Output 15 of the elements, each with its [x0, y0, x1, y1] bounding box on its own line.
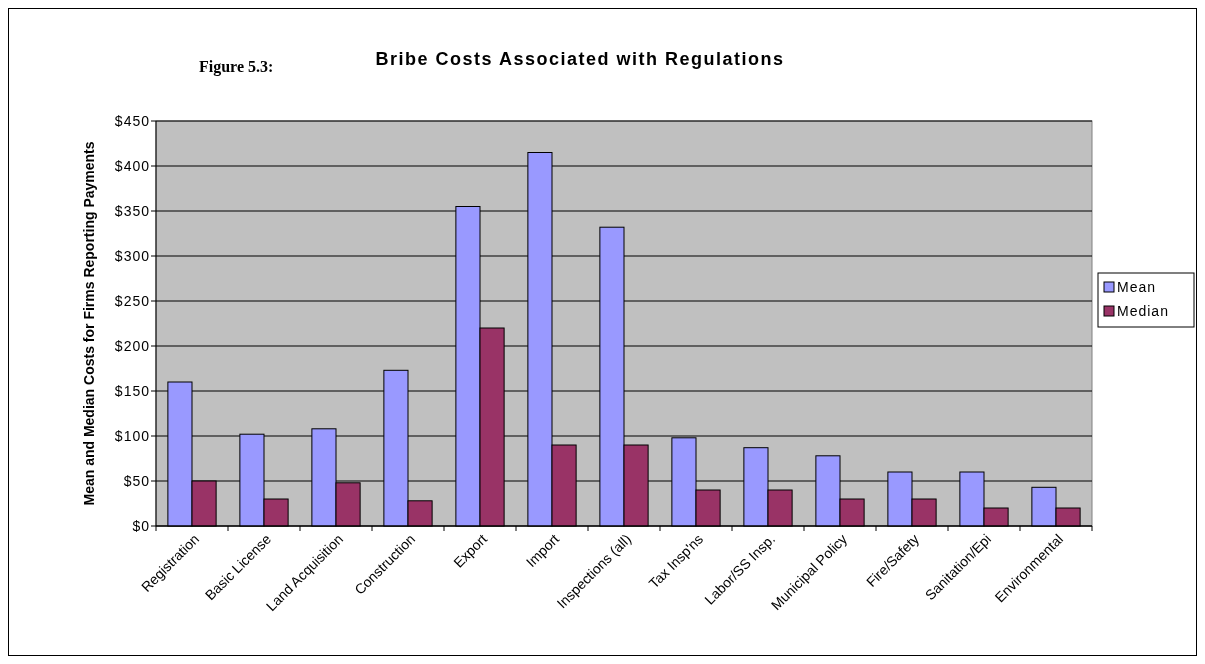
y-tick-label: $150 — [114, 382, 150, 399]
y-tick-label: $450 — [114, 112, 150, 129]
y-tick-label: $250 — [114, 292, 150, 309]
chart-title: Bribe Costs Associated with Regulations — [375, 49, 785, 69]
y-tick-label: $100 — [114, 427, 150, 444]
legend-label: Median — [1117, 302, 1169, 319]
caption: Figure 5.3: — [199, 58, 274, 76]
y-tick-label: $350 — [114, 202, 150, 219]
y-tick-label: $400 — [114, 157, 150, 174]
y-tick-label: $50 — [123, 472, 150, 489]
y-tick-label: $200 — [114, 337, 150, 354]
legend-label: Mean — [1117, 278, 1157, 295]
y-axis-title: Mean and Median Costs for Firms Reporting Payments — [81, 141, 97, 506]
y-tick-label: $300 — [114, 247, 150, 264]
y-tick-label: $0 — [132, 517, 150, 534]
